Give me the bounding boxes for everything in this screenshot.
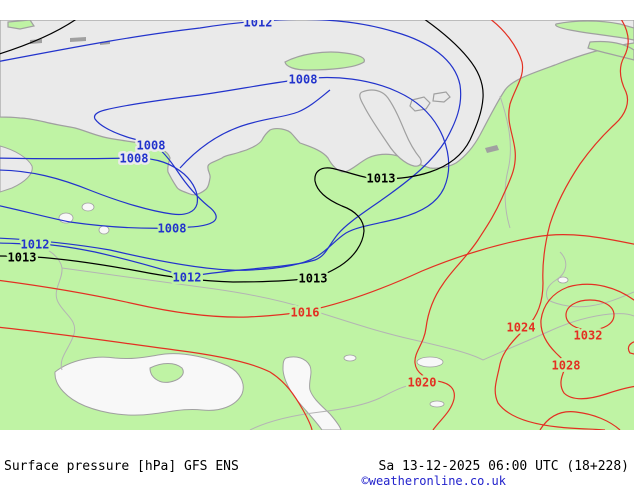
lake — [416, 356, 444, 368]
isobar-red — [539, 411, 621, 430]
contour-label-1008: 1008 — [289, 73, 318, 87]
island — [555, 20, 634, 41]
isobar-blue-1008 — [0, 157, 199, 216]
island-outline — [409, 96, 431, 112]
contour-label-1008: 1008 — [120, 152, 149, 166]
crimea-peninsula — [149, 363, 184, 383]
contour-label-1008: 1008 — [158, 222, 187, 236]
lake — [557, 276, 569, 284]
country-border — [249, 383, 417, 430]
island-outline — [359, 89, 422, 167]
arctic-sea — [0, 20, 634, 196]
country-border — [27, 237, 76, 371]
contour-label-1013: 1013 — [8, 251, 37, 265]
isobar-blue-1012 — [0, 20, 462, 278]
coast-fragment — [70, 37, 86, 42]
isobar-red — [0, 326, 313, 430]
isobar-red-1032 — [565, 299, 615, 331]
coastlines-and-borders — [27, 95, 634, 430]
contour-label-1016: 1016 — [291, 306, 320, 320]
contour-label-1013: 1013 — [299, 272, 328, 286]
sea-area — [0, 20, 634, 196]
contour-label-1012: 1012 — [244, 16, 273, 30]
country-border — [545, 251, 567, 301]
coast-fragment — [30, 39, 42, 44]
lake — [343, 354, 357, 362]
isobar-black-1013 — [0, 20, 77, 55]
isobar-red-1024 — [494, 20, 629, 430]
country-border — [547, 291, 634, 308]
caption-bar: Surface pressure [hPa] GFS ENS Sa 13-12-… — [0, 453, 634, 490]
black-sea — [54, 353, 244, 416]
country-border — [482, 313, 634, 361]
lake — [98, 225, 110, 235]
lake — [81, 202, 95, 212]
copyright-link[interactable]: ©weatheronline.co.uk — [361, 474, 507, 488]
country-border — [61, 267, 484, 361]
valid-time: Sa 13-12-2025 06:00 UTC (18+228) — [378, 459, 629, 474]
caspian-sea — [282, 356, 342, 430]
island — [587, 40, 634, 61]
country-border — [499, 95, 511, 229]
lake — [429, 400, 445, 408]
isobar-lines — [0, 20, 634, 430]
contour-label-1020: 1020 — [408, 376, 437, 390]
contour-label-1012: 1012 — [173, 271, 202, 285]
product-title: Surface pressure [hPa] GFS ENS — [4, 459, 239, 474]
isobar-red — [627, 341, 634, 355]
contour-label-1028: 1028 — [552, 359, 581, 373]
isobar-red-1020 — [414, 20, 524, 430]
island — [284, 51, 365, 71]
contour-label-1012: 1012 — [21, 238, 50, 252]
isobar-blue-1008 — [179, 89, 331, 169]
island — [7, 20, 35, 30]
isobar-blue-1008 — [0, 76, 450, 271]
coast-fragment — [485, 145, 499, 153]
contour-label-1013: 1013 — [367, 172, 396, 186]
sea-inlet — [0, 145, 33, 193]
isobar-black-1013 — [0, 20, 484, 283]
island-outline — [432, 91, 451, 103]
isobar-red-1028 — [540, 283, 634, 400]
contour-label-1008: 1008 — [137, 139, 166, 153]
contour-label-1024: 1024 — [507, 321, 536, 335]
contour-label-1032: 1032 — [574, 329, 603, 343]
isobar-red-1016 — [0, 233, 634, 318]
